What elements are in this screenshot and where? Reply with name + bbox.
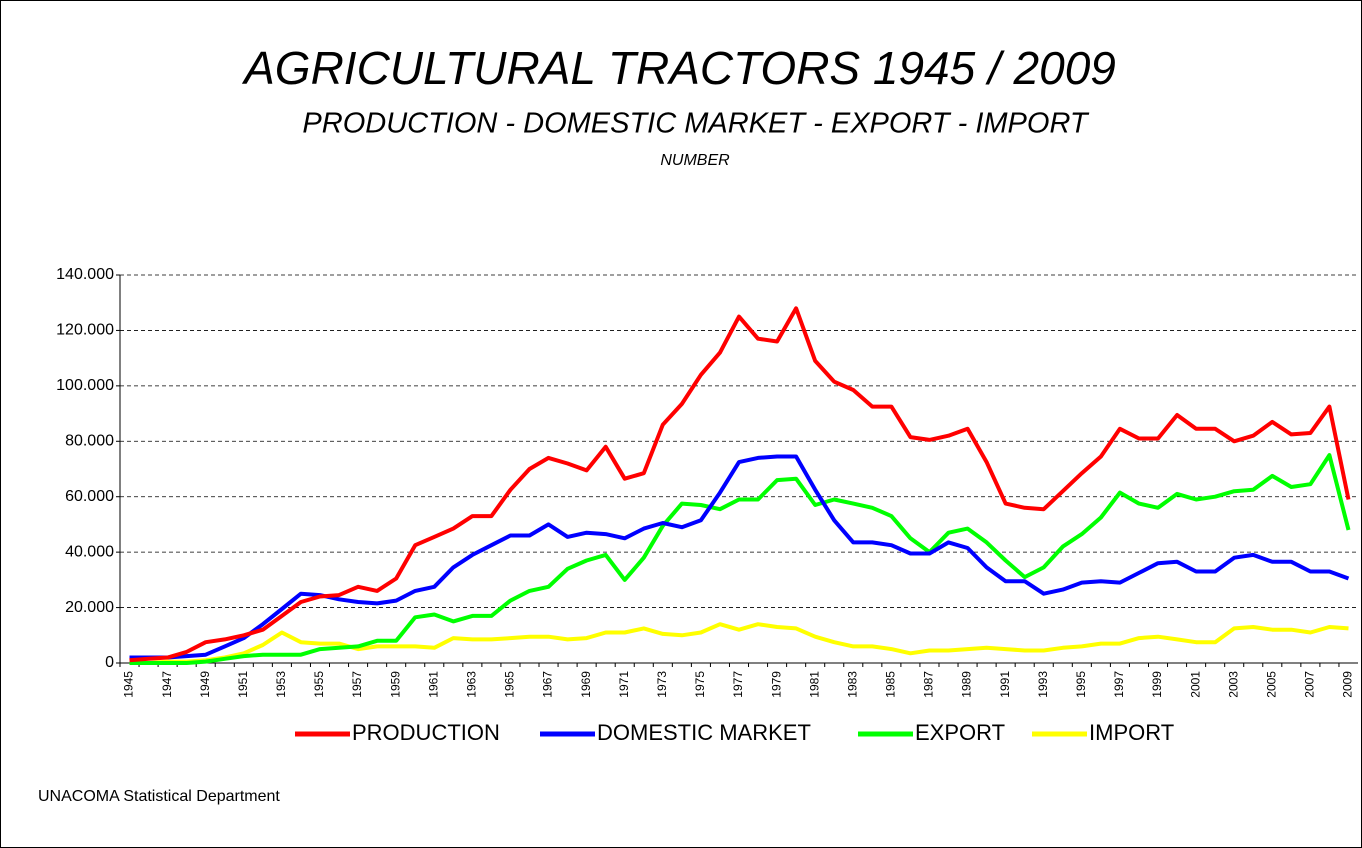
x-tick-label: 1969 bbox=[579, 671, 593, 698]
x-tick-label: 1961 bbox=[426, 671, 440, 698]
x-tick-label: 1991 bbox=[998, 671, 1012, 698]
y-tick-label: 120.000 bbox=[56, 322, 114, 339]
y-label: NUMBER bbox=[660, 152, 730, 169]
y-tick-label: 60.000 bbox=[65, 488, 114, 505]
x-tick-label: 1951 bbox=[236, 671, 250, 698]
x-tick-label: 2009 bbox=[1341, 671, 1355, 698]
x-tick-label: 1995 bbox=[1074, 671, 1088, 698]
x-tick-label: 1999 bbox=[1150, 671, 1164, 698]
x-tick-label: 2003 bbox=[1226, 671, 1240, 698]
x-tick-label: 1957 bbox=[350, 671, 364, 698]
x-tick-label: 1947 bbox=[160, 671, 174, 698]
x-tick-label: 1953 bbox=[274, 671, 288, 698]
x-tick-label: 1979 bbox=[769, 671, 783, 698]
x-tick-label: 1993 bbox=[1036, 671, 1050, 698]
series-line bbox=[129, 453, 1351, 665]
y-tick-label: 140.000 bbox=[56, 266, 114, 283]
y-tick-label: 80.000 bbox=[65, 433, 114, 450]
legend-label: EXPORT bbox=[915, 720, 1005, 745]
chart-title: AGRICULTURAL TRACTORS 1945 / 2009 bbox=[241, 42, 1116, 94]
source-note: UNACOMA Statistical Department bbox=[38, 788, 280, 805]
x-tick-label: 1963 bbox=[465, 671, 479, 698]
series-line bbox=[129, 622, 1349, 665]
y-tick-label: 100.000 bbox=[56, 377, 114, 394]
x-tick-label: 1997 bbox=[1112, 671, 1126, 698]
x-tick-label: 1967 bbox=[541, 671, 555, 698]
x-tick-label: 1949 bbox=[198, 671, 212, 698]
x-tick-label: 1945 bbox=[122, 671, 136, 698]
x-tick-label: 1977 bbox=[731, 671, 745, 698]
y-tick-label: 20.000 bbox=[65, 599, 114, 616]
legend-label: PRODUCTION bbox=[352, 720, 500, 745]
x-tick-label: 1981 bbox=[807, 671, 821, 698]
series-line bbox=[129, 306, 1351, 663]
x-tick-label: 2001 bbox=[1188, 671, 1202, 698]
x-tick-label: 1965 bbox=[503, 671, 517, 698]
x-tick-label: 1983 bbox=[845, 671, 859, 698]
x-tick-label: 1985 bbox=[884, 671, 898, 698]
x-tick-label: 1955 bbox=[312, 671, 326, 698]
x-tick-label: 1973 bbox=[655, 671, 669, 698]
x-tick-label: 2007 bbox=[1303, 671, 1317, 698]
y-tick-label: 40.000 bbox=[65, 543, 114, 560]
x-tick-label: 1975 bbox=[693, 671, 707, 698]
x-tick-label: 1987 bbox=[922, 671, 936, 698]
y-tick-label: 0 bbox=[105, 654, 114, 671]
x-tick-label: 1959 bbox=[388, 671, 402, 698]
series-line bbox=[129, 454, 1350, 660]
x-tick-label: 1971 bbox=[617, 671, 631, 698]
x-tick-label: 1989 bbox=[960, 671, 974, 698]
chart-subtitle: PRODUCTION - DOMESTIC MARKET - EXPORT - … bbox=[302, 108, 1089, 140]
x-tick-label: 2005 bbox=[1264, 671, 1278, 698]
legend-label: IMPORT bbox=[1089, 720, 1174, 745]
legend-label: DOMESTIC MARKET bbox=[597, 720, 811, 745]
